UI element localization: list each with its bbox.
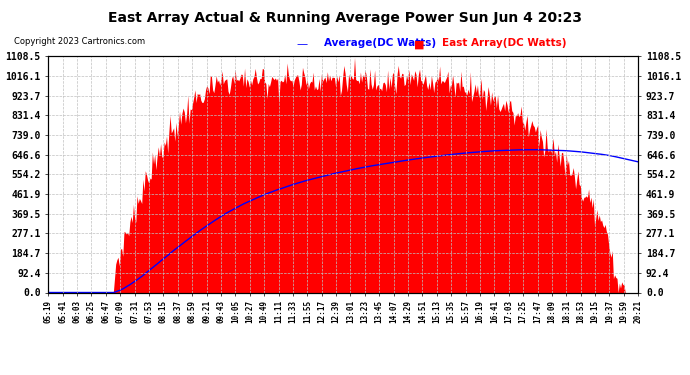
Text: —: — — [297, 39, 308, 50]
Text: Copyright 2023 Cartronics.com: Copyright 2023 Cartronics.com — [14, 38, 145, 46]
Text: Average(DC Watts): Average(DC Watts) — [324, 38, 436, 48]
Text: East Array Actual & Running Average Power Sun Jun 4 20:23: East Array Actual & Running Average Powe… — [108, 11, 582, 25]
Text: East Array(DC Watts): East Array(DC Watts) — [442, 38, 566, 48]
Text: ■: ■ — [414, 39, 424, 50]
